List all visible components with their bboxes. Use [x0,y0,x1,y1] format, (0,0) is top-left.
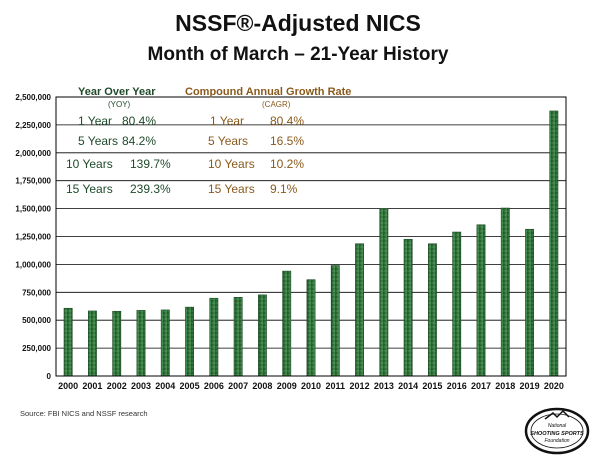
yoy-value: 139.7% [130,157,171,171]
plot-frame [55,96,567,377]
y-tick-label: 0 [47,372,52,381]
cagr-subheader: (CAGR) [262,100,291,109]
bar-2018 [500,207,510,377]
yoy-value: 84.2% [122,134,156,148]
bar-2004 [160,309,170,377]
bar-2009 [282,270,292,377]
svg-text:National: National [548,423,567,429]
x-tick-label: 2018 [495,381,515,391]
y-tick-label: 500,000 [22,316,51,325]
x-tick-label: 2005 [180,381,200,391]
x-tick-label: 2012 [350,381,370,391]
bars [63,110,559,377]
source-note: Source: FBI NICS and NSSF research [20,409,148,418]
yoy-value: 80.4% [122,114,156,128]
svg-text:SHOOTING SPORTS: SHOOTING SPORTS [530,431,584,437]
bar-2013 [379,208,389,377]
yoy-period: 10 Years [66,157,113,171]
x-tick-label: 2015 [422,381,442,391]
y-tick-label: 250,000 [22,344,51,353]
cagr-period: 5 Years [208,134,248,148]
cagr-header: Compound Annual Growth Rate [185,86,351,98]
bar-2020 [549,110,559,377]
yoy-period: 5 Years [78,134,118,148]
x-tick-label: 2013 [374,381,394,391]
cagr-value: 10.2% [270,157,304,171]
cagr-period: 10 Years [208,157,255,171]
x-tick-label: 2014 [398,381,418,391]
bar-2002 [112,310,122,377]
x-tick-label: 2011 [326,381,346,391]
yoy-subheader: (YOY) [108,100,131,109]
x-tick-label: 2001 [82,381,102,391]
bar-2011 [330,265,340,377]
cagr-period: 1 Year [210,114,244,128]
bar-2007 [233,297,243,377]
logo-figures-icon [544,409,570,420]
y-tick-label: 1,750,000 [15,177,51,186]
x-tick-labels: 2000 2001 2002 2003 2004 2005 2006 2007 2008 2009… [58,381,564,391]
y-tick-label: 1,250,000 [15,233,51,242]
bar-2015 [427,243,437,377]
cagr-value: 16.5% [270,134,304,148]
y-tick-label: 2,500,000 [15,93,51,102]
x-tick-label: 2008 [252,381,272,391]
yoy-period: 15 Years [66,182,113,196]
bar-2016 [452,231,462,377]
x-tick-label: 2006 [204,381,224,391]
bar-2003 [136,310,146,377]
bar-2000 [63,307,73,377]
svg-text:Foundation: Foundation [544,438,569,444]
y-tick-label: 1,000,000 [15,260,51,269]
bar-2008 [257,294,267,377]
x-tick-label: 2009 [277,381,297,391]
x-tick-label: 2003 [131,381,151,391]
bar-2014 [403,238,413,377]
bar-2019 [525,228,535,377]
bar-2006 [209,297,219,377]
y-tick-label: 750,000 [22,288,51,297]
x-tick-label: 2007 [228,381,248,391]
x-tick-label: 2017 [471,381,491,391]
cagr-value: 80.4% [270,114,304,128]
yoy-value: 239.3% [130,182,171,196]
cagr-value: 9.1% [270,182,298,196]
x-tick-label: 2000 [58,381,78,391]
table-rows: 1 Year 80.4% 1 Year 80.4% 5 Years 84.2% 5 Year… [66,114,304,196]
chart-subtitle: Month of March – 21-Year History [147,44,449,65]
y-tick-label: 2,250,000 [15,121,51,130]
x-tick-label: 2019 [520,381,540,391]
nssf-logo: National SHOOTING SPORTS Foundation [524,407,590,455]
y-tick-label: 2,000,000 [15,149,51,158]
y-tick-label: 1,500,000 [15,205,51,214]
bar-2001 [88,310,97,377]
chart-title: NSSF®-Adjusted NICS [175,10,421,36]
growth-table: Year Over Year (YOY) Compound Annual Gro… [66,86,351,196]
cagr-period: 15 Years [208,182,255,196]
x-tick-label: 2016 [447,381,467,391]
yoy-period: 1 Year [78,114,112,128]
bar-2012 [355,243,365,377]
x-tick-label: 2002 [107,381,127,391]
yoy-header: Year Over Year [78,86,156,98]
bar-2005 [185,306,194,377]
x-tick-label: 2004 [155,381,175,391]
x-tick-label: 2020 [544,381,564,391]
x-tick-label: 2010 [301,381,321,391]
bar-2017 [476,224,486,377]
bar-2010 [306,279,316,377]
y-tick-labels: 0 250,000 500,000 750,000 1,000,000 1,250,000… [15,93,51,381]
